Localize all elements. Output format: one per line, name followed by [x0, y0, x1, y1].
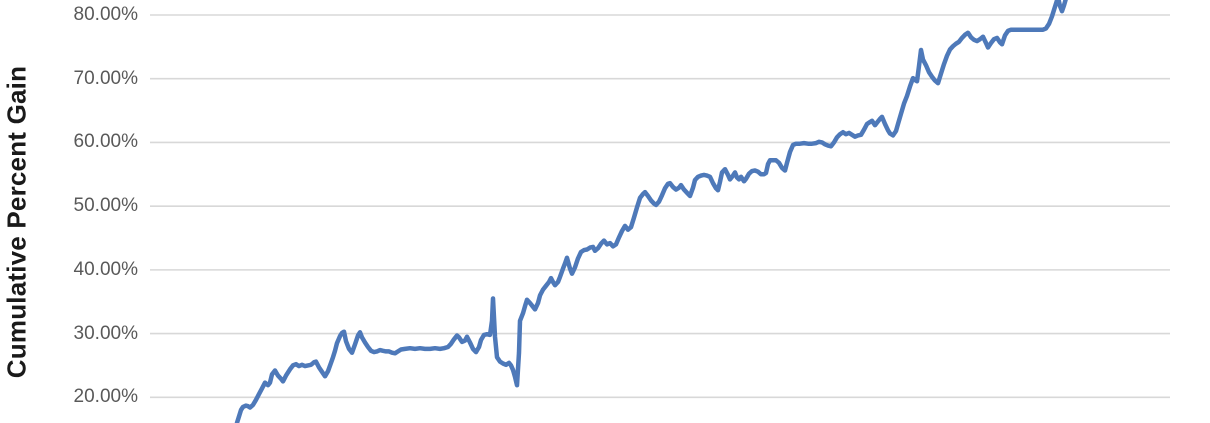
y-tick-label-30: 30.00% [73, 322, 138, 344]
y-tick-label-60: 60.00% [73, 131, 138, 153]
y-tick-label-70: 70.00% [73, 67, 138, 89]
y-tick-label-80: 80.00% [73, 4, 138, 25]
cumulative-gain-line [234, 0, 1068, 423]
gridlines [150, 14, 1170, 399]
y-tick-label-40: 40.00% [73, 258, 138, 280]
y-tick-label-20: 20.00% [73, 386, 138, 408]
y-tick-label-50: 50.00% [73, 195, 138, 217]
y-axis-title: Cumulative Percent Gain [1, 65, 32, 379]
